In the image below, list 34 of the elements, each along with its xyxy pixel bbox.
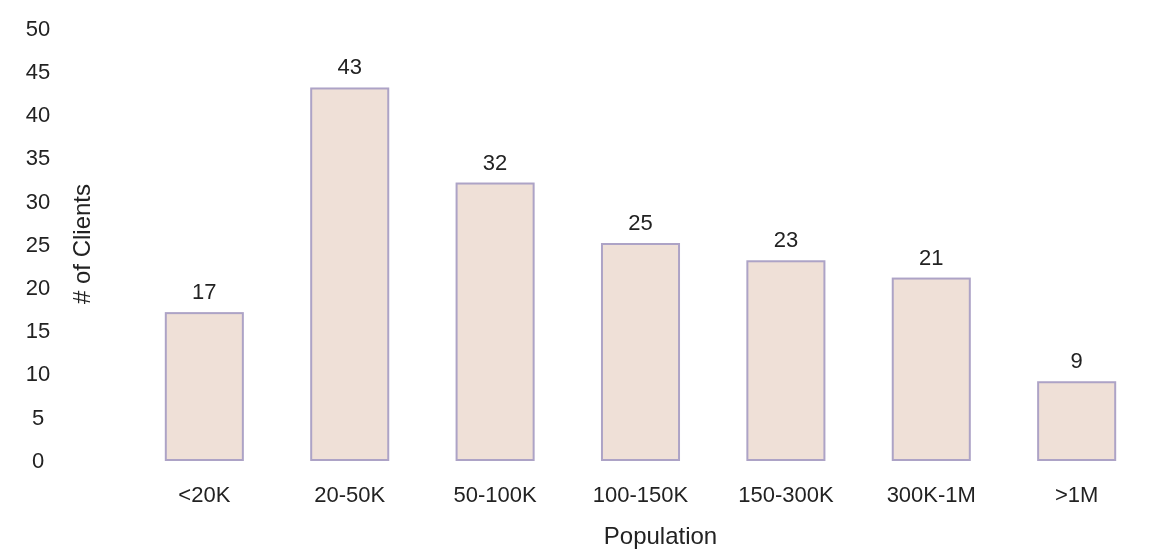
y-tick-label: 0 <box>31 447 45 473</box>
y-tick-label: 40 <box>25 102 51 128</box>
x-tick-label: 20-50K <box>314 482 386 507</box>
x-tick-label: 300K-1M <box>886 482 976 507</box>
y-tick-label: 20 <box>25 274 51 300</box>
data-label: 23 <box>773 227 799 253</box>
bar <box>164 312 244 461</box>
data-label: 17 <box>192 279 217 305</box>
y-tick-label: 5 <box>31 404 45 430</box>
y-axis-title: # of Clients <box>68 183 95 305</box>
x-tick-label: <20K <box>178 482 231 507</box>
y-tick-label: 50 <box>25 15 51 41</box>
x-tick-label: >1M <box>1054 482 1099 507</box>
x-axis-title: Population <box>603 522 718 549</box>
x-tick-label: 100-150K <box>592 482 689 507</box>
x-tick-label: 150-300K <box>738 482 834 507</box>
x-tick-label: 50-100K <box>453 482 538 507</box>
bar <box>310 87 390 461</box>
bar <box>891 277 971 461</box>
data-label: 21 <box>919 244 944 270</box>
y-tick-label: 25 <box>25 231 51 257</box>
y-tick-label: 10 <box>25 361 51 387</box>
bar <box>600 243 681 461</box>
data-label: 43 <box>337 54 362 80</box>
bar <box>746 260 826 461</box>
y-tick-label: 30 <box>25 188 51 214</box>
data-label: 25 <box>628 210 653 235</box>
data-label: 9 <box>1070 348 1083 374</box>
y-tick-label: 35 <box>25 145 51 171</box>
bar <box>455 182 535 461</box>
y-tick-label: 45 <box>25 58 51 84</box>
y-tick-label: 15 <box>25 318 51 344</box>
data-label: 32 <box>482 149 508 175</box>
bar <box>1037 381 1117 461</box>
